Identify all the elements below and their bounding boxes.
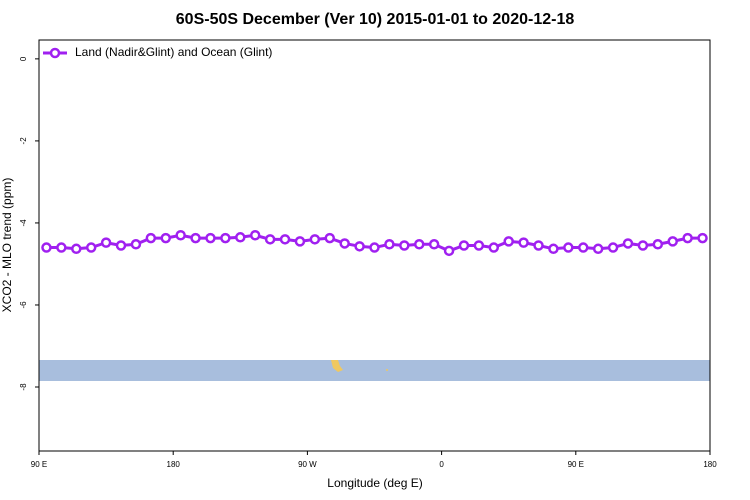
legend-label: Land (Nadir&Glint) and Ocean (Glint) [75,45,272,59]
map-strip [39,360,710,381]
point [115,240,127,251]
point [369,242,380,253]
point [607,242,619,253]
point [324,232,336,244]
point [652,239,664,250]
point [563,242,574,253]
point [100,237,112,248]
point [667,236,678,247]
point [145,232,157,244]
point [637,240,649,251]
point [548,243,559,255]
land-patch [386,369,388,371]
point [309,234,321,245]
x-tick-label: 90 W [298,460,317,469]
chart-title: 60S-50S December (Ver 10) 2015-01-01 to … [176,11,575,28]
point [518,237,529,248]
point [428,239,440,250]
y-tick-label: -6 [19,301,28,309]
point [235,232,246,243]
point [443,245,455,257]
y-tick-label: -8 [19,383,28,391]
point [592,243,604,255]
point [399,240,410,251]
x-tick-label: 0 [439,460,444,469]
point [682,232,693,244]
point [190,232,201,244]
y-tick-label: 0 [19,56,28,61]
point [249,229,261,241]
point [339,238,350,249]
point [458,240,470,251]
point [578,242,589,253]
x-axis-label: Longitude (deg E) [327,476,422,490]
y-tick-label: -4 [19,219,28,227]
point [503,236,514,247]
point [488,242,500,253]
point [220,232,231,244]
x-tick-label: 90 E [31,460,47,469]
point [160,232,171,244]
land-patch [331,360,343,372]
y-axis-label: XCO2 - MLO trend (ppm) [0,178,14,313]
point [175,229,186,241]
y-tick-label: -2 [19,137,28,145]
point [56,242,67,253]
point [384,239,395,250]
point [622,238,634,249]
point [264,234,276,245]
legend-marker [49,47,61,59]
point [354,241,365,252]
point [697,232,708,244]
x-tick-label: 180 [167,460,181,469]
point [294,236,306,247]
plot-frame [38,39,711,452]
point [413,239,425,250]
point [71,243,82,255]
point [205,232,216,244]
point [533,240,544,251]
point [85,242,97,253]
x-tick-label: 90 E [568,460,584,469]
point [279,234,291,245]
x-tick-label: 180 [703,460,717,469]
point [41,242,52,253]
point [473,240,485,251]
point [130,239,142,250]
